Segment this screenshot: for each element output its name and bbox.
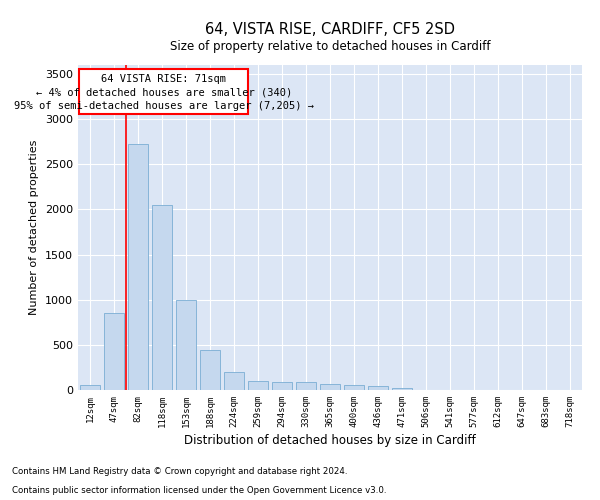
Bar xyxy=(128,144,148,390)
Text: Size of property relative to detached houses in Cardiff: Size of property relative to detached ho… xyxy=(170,40,490,53)
Text: Contains HM Land Registry data © Crown copyright and database right 2024.: Contains HM Land Registry data © Crown c… xyxy=(12,467,347,476)
Bar xyxy=(368,386,388,390)
Bar xyxy=(80,386,100,390)
Bar xyxy=(320,384,340,390)
Bar xyxy=(224,372,244,390)
Bar xyxy=(248,380,268,390)
Text: 64 VISTA RISE: 71sqm: 64 VISTA RISE: 71sqm xyxy=(101,74,226,84)
Text: ← 4% of detached houses are smaller (340): ← 4% of detached houses are smaller (340… xyxy=(35,88,292,98)
X-axis label: Distribution of detached houses by size in Cardiff: Distribution of detached houses by size … xyxy=(184,434,476,447)
Bar xyxy=(104,314,124,390)
Y-axis label: Number of detached properties: Number of detached properties xyxy=(29,140,40,315)
FancyBboxPatch shape xyxy=(79,69,248,114)
Bar xyxy=(152,205,172,390)
Bar xyxy=(272,382,292,390)
Bar xyxy=(392,388,412,390)
Bar xyxy=(296,382,316,390)
Bar xyxy=(200,350,220,390)
Bar xyxy=(176,300,196,390)
Text: Contains public sector information licensed under the Open Government Licence v3: Contains public sector information licen… xyxy=(12,486,386,495)
Bar xyxy=(344,386,364,390)
Text: 64, VISTA RISE, CARDIFF, CF5 2SD: 64, VISTA RISE, CARDIFF, CF5 2SD xyxy=(205,22,455,38)
Text: 95% of semi-detached houses are larger (7,205) →: 95% of semi-detached houses are larger (… xyxy=(14,101,314,111)
